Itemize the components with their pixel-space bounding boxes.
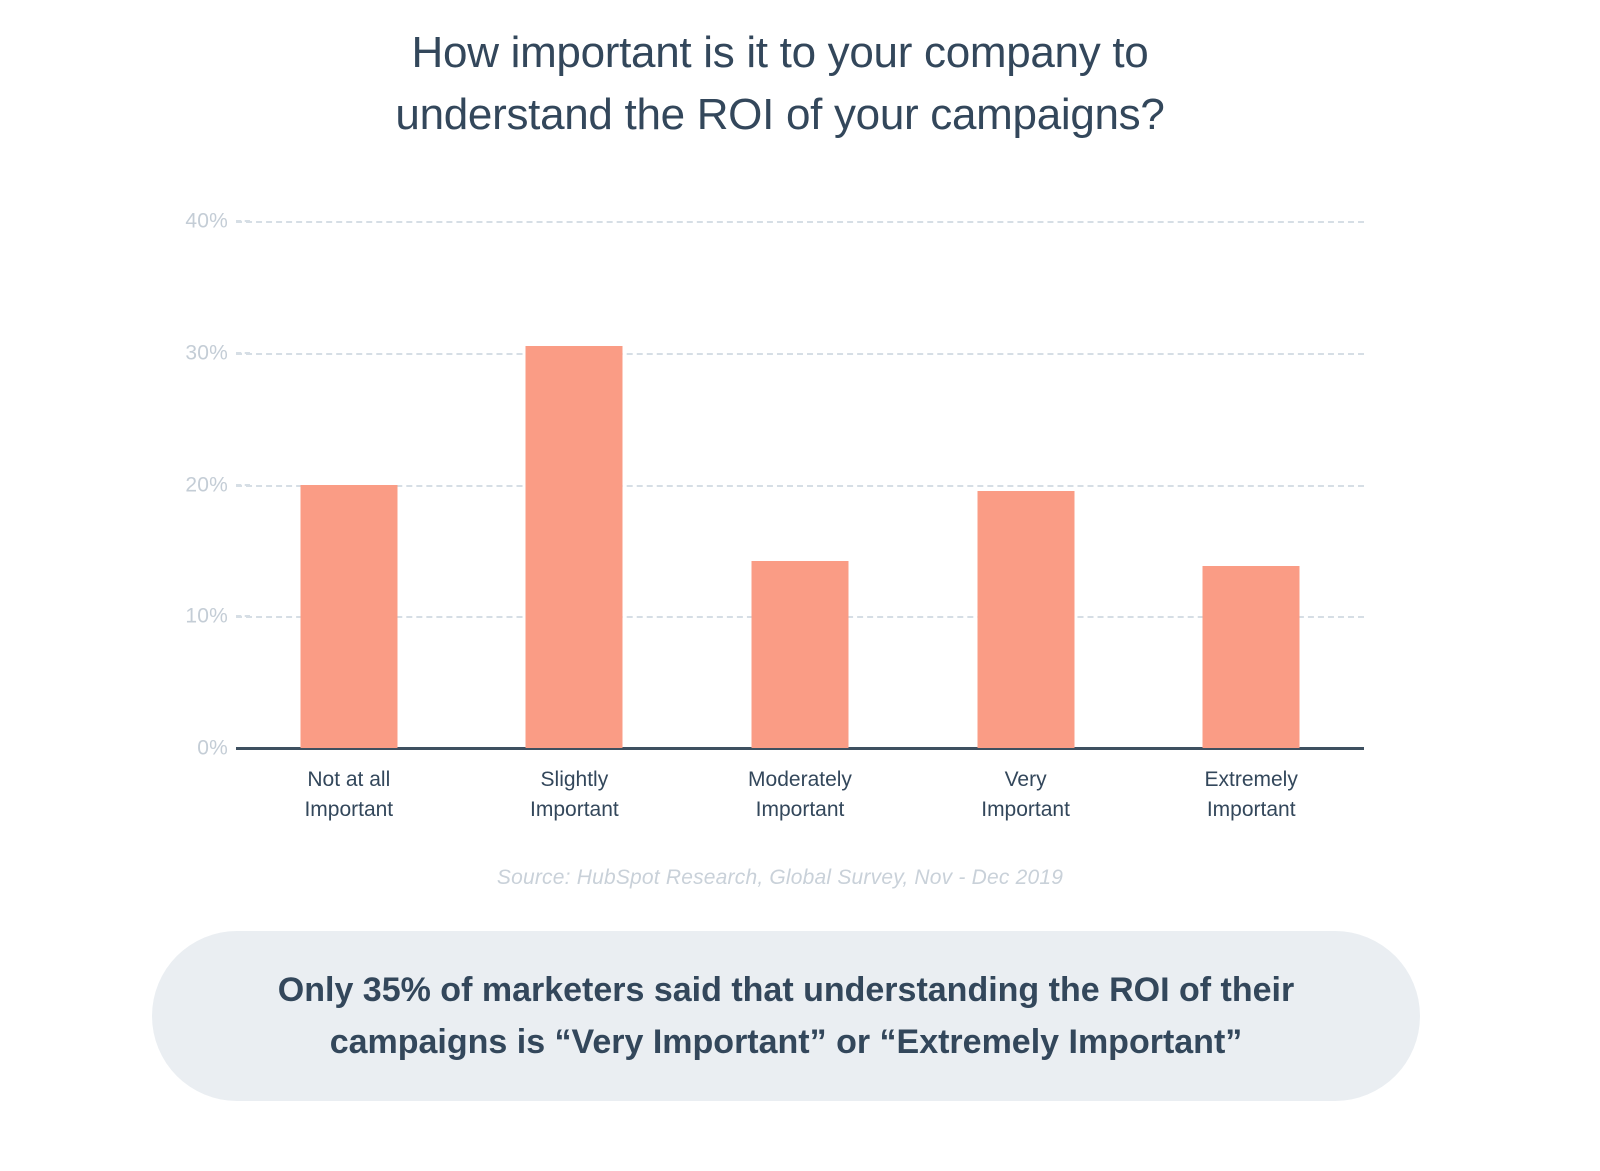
x-axis-label-line-1: Slightly xyxy=(540,768,609,791)
x-axis-label-line-1: Not at all xyxy=(307,768,391,791)
bar[interactable] xyxy=(751,560,849,748)
x-axis-label-line-2: Important xyxy=(1206,798,1296,821)
callout-box: Only 35% of marketers said that understa… xyxy=(152,931,1420,1101)
x-axis-category-label: Moderately Important xyxy=(685,765,915,825)
callout-line-2: campaigns is “Very Important” or “Extrem… xyxy=(329,1023,1243,1061)
page-title-line-1: How important is it to your company to xyxy=(411,28,1149,77)
y-axis-tick-label: 0% xyxy=(197,736,228,760)
bar-slot xyxy=(687,221,913,748)
x-axis-label-line-1: Moderately xyxy=(748,768,852,791)
y-axis-tick-label: 20% xyxy=(185,473,228,496)
callout-line-1: Only 35% of marketers said that understa… xyxy=(277,971,1295,1009)
x-axis-label-line-1: Extremely xyxy=(1204,768,1298,791)
x-axis-label-line-2: Important xyxy=(530,798,619,821)
bar[interactable] xyxy=(525,346,623,748)
x-axis-labels: Not at all Important Slightly Important Mode… xyxy=(236,765,1364,835)
callout-text: Only 35% of marketers said that understa… xyxy=(278,964,1294,1068)
gridline xyxy=(236,352,1364,355)
x-axis-label-line-2: Important xyxy=(981,798,1070,821)
y-axis-tick-label: 10% xyxy=(185,604,228,628)
y-axis-tick-mark xyxy=(236,351,250,354)
bar[interactable] xyxy=(977,491,1075,748)
bar[interactable] xyxy=(1202,566,1300,748)
y-axis-tick-label: 30% xyxy=(185,341,228,365)
y-axis-tick-mark xyxy=(236,483,250,486)
bar-slot xyxy=(1138,221,1364,748)
bar[interactable] xyxy=(300,484,398,748)
bar-slot xyxy=(236,221,462,748)
x-axis-label-line-2: Important xyxy=(304,798,394,821)
bar-slot xyxy=(913,221,1139,748)
x-axis-label-line-2: Important xyxy=(755,798,845,821)
y-axis-tick-mark xyxy=(236,220,250,222)
x-axis-category-label: Not at all Important xyxy=(234,765,464,825)
page-title-line-2: understand the ROI of your campaigns? xyxy=(395,90,1165,139)
y-axis-tick-mark xyxy=(236,615,250,618)
gridline xyxy=(236,484,1364,487)
gridline xyxy=(236,221,1364,223)
y-axis-tick-label: 40% xyxy=(185,209,228,233)
source-note: Source: HubSpot Research, Global Survey,… xyxy=(496,866,1064,889)
bar-series xyxy=(236,221,1364,748)
chart-plot-area: 0% 10% 20% 30% 40% Not at all Important Slight… xyxy=(185,209,1364,835)
x-axis-category-label: Extremely Important xyxy=(1136,765,1366,825)
x-axis-label-line-1: Very xyxy=(1004,768,1047,791)
page-title: How important is it to your company to u… xyxy=(0,22,1560,146)
x-axis-category-label: Very Important xyxy=(911,765,1141,825)
x-axis-line xyxy=(236,747,1364,750)
x-axis-category-label: Slightly Important xyxy=(459,765,689,825)
bar-slot xyxy=(462,221,688,748)
